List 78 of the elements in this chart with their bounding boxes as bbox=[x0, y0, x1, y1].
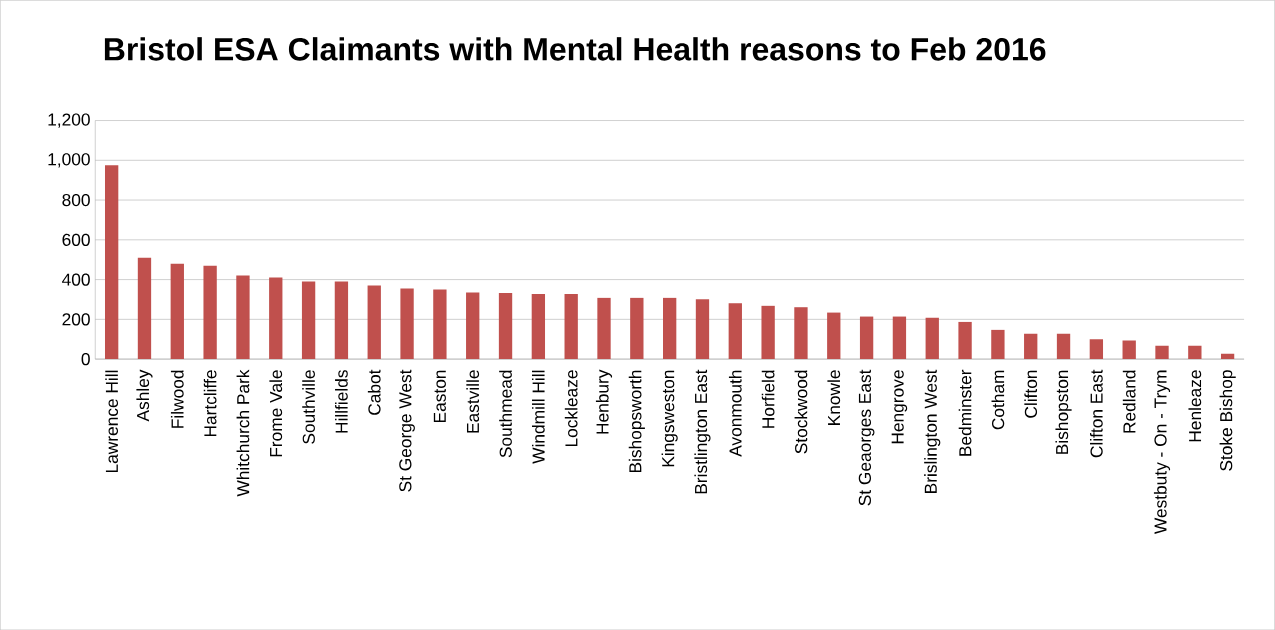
bar bbox=[400, 288, 414, 359]
bar bbox=[203, 265, 217, 359]
bar bbox=[958, 321, 972, 359]
bar bbox=[827, 312, 841, 359]
x-tick-label: Kingsweston bbox=[661, 370, 678, 467]
x-tick-label: St Geaorges East bbox=[858, 369, 875, 506]
bar bbox=[1188, 345, 1202, 359]
x-tick-label: Bishopsworth bbox=[628, 370, 645, 472]
bar bbox=[564, 293, 578, 359]
x-tick-label: Cotham bbox=[991, 370, 1005, 430]
x-tick-label: Hengrove bbox=[891, 370, 908, 444]
bar bbox=[1155, 345, 1169, 359]
x-tick-label: Brislington West bbox=[924, 369, 941, 493]
bar bbox=[301, 281, 316, 359]
bar bbox=[170, 263, 184, 359]
x-tick-label: Westbuty - On - Trym bbox=[1153, 370, 1171, 534]
bar bbox=[137, 257, 152, 359]
bar bbox=[892, 316, 907, 359]
x-tick-label: Whitchurch Park bbox=[236, 369, 250, 497]
bar bbox=[1089, 339, 1104, 359]
bar bbox=[433, 289, 447, 359]
bar bbox=[597, 297, 611, 359]
bar bbox=[991, 329, 1005, 359]
x-tick-label: Easton bbox=[433, 370, 446, 422]
bar bbox=[728, 303, 742, 359]
bar bbox=[859, 316, 874, 359]
bar bbox=[334, 281, 349, 359]
y-tick-label: 1,000 bbox=[48, 153, 90, 168]
x-tick-label: Southville bbox=[302, 370, 315, 444]
bar bbox=[925, 317, 939, 359]
chart-title: Bristol ESA Claimants with Mental Health reasons to Feb 2016 bbox=[104, 37, 1046, 61]
bar bbox=[695, 299, 710, 359]
y-tick-label: 800 bbox=[62, 193, 90, 207]
y-tick-label: 0 bbox=[81, 352, 90, 366]
bar bbox=[367, 285, 381, 359]
bar bbox=[104, 165, 119, 359]
x-tick-label: Redland bbox=[1122, 370, 1136, 433]
x-tick-label: Hartcliffe bbox=[203, 370, 217, 436]
bar bbox=[1220, 353, 1235, 359]
x-tick-label: Horfield bbox=[761, 370, 775, 428]
x-tick-label: Bedminster bbox=[958, 369, 972, 456]
x-tick-label: Clifton bbox=[1024, 370, 1038, 418]
bar bbox=[236, 275, 250, 359]
x-tick-label: Filwood bbox=[170, 370, 184, 428]
bar bbox=[1056, 333, 1071, 359]
x-tick-label: St George West bbox=[399, 369, 415, 492]
bar bbox=[269, 277, 283, 359]
x-tick-label: Avonmouth bbox=[728, 370, 742, 457]
x-tick-label: Stockwood bbox=[794, 370, 808, 454]
bar bbox=[662, 297, 677, 359]
bar bbox=[630, 297, 644, 359]
bar bbox=[498, 292, 513, 359]
x-tick-label: Henleaze bbox=[1188, 370, 1202, 442]
y-tick-label: 400 bbox=[62, 273, 90, 286]
bar bbox=[531, 293, 546, 359]
x-tick-label: Bristlington East bbox=[694, 369, 711, 494]
x-tick-label: Hillfields bbox=[335, 370, 348, 433]
x-tick-label: Lockleaze bbox=[564, 370, 578, 446]
bar bbox=[761, 305, 775, 359]
bar bbox=[794, 307, 808, 359]
x-tick-label: Ashley bbox=[136, 369, 153, 422]
y-tick-label: 1,200 bbox=[48, 113, 90, 128]
bar bbox=[1024, 333, 1038, 359]
y-tick-label: 600 bbox=[62, 233, 90, 246]
x-tick-label: Eastville bbox=[466, 370, 480, 433]
x-tick-label: Cabot bbox=[367, 369, 381, 415]
x-tick-label: Stoke Bishop bbox=[1219, 370, 1236, 471]
bar bbox=[1122, 340, 1136, 359]
x-tick-label: Frome Vale bbox=[269, 370, 283, 457]
x-tick-label: Bishopston bbox=[1055, 370, 1072, 454]
x-tick-label: Windmill Hill bbox=[531, 370, 545, 464]
x-tick-label: Southmead bbox=[499, 370, 512, 458]
y-tick-label: 200 bbox=[62, 313, 90, 326]
x-tick-label: Henbury bbox=[595, 369, 613, 434]
x-tick-label: Clifton East bbox=[1090, 369, 1103, 458]
bar bbox=[466, 292, 480, 359]
x-tick-label: Knowle bbox=[827, 370, 841, 425]
x-tick-label: Lawrence Hill bbox=[105, 370, 119, 472]
